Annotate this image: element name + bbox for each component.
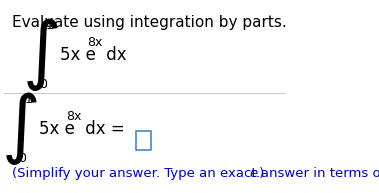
Text: 0: 0 [39,78,47,91]
Text: (Simplify your answer. Type an exact answer in terms of: (Simplify your answer. Type an exact ans… [12,167,379,180]
Text: 5x e: 5x e [60,46,96,64]
FancyBboxPatch shape [136,131,151,150]
Text: .): .) [255,167,265,180]
Text: 1: 1 [46,19,54,32]
Text: $\int$: $\int$ [1,90,37,167]
Text: dx: dx [101,46,127,64]
Text: 0: 0 [18,152,26,165]
Text: $\int$: $\int$ [22,16,58,93]
Text: 8x: 8x [66,110,81,123]
Text: dx =: dx = [80,120,125,138]
Text: 5x e: 5x e [39,120,75,138]
Text: 8x: 8x [88,36,103,49]
Text: 1: 1 [25,93,33,106]
Text: Evaluate using integration by parts.: Evaluate using integration by parts. [12,15,287,30]
Text: e: e [250,167,258,180]
